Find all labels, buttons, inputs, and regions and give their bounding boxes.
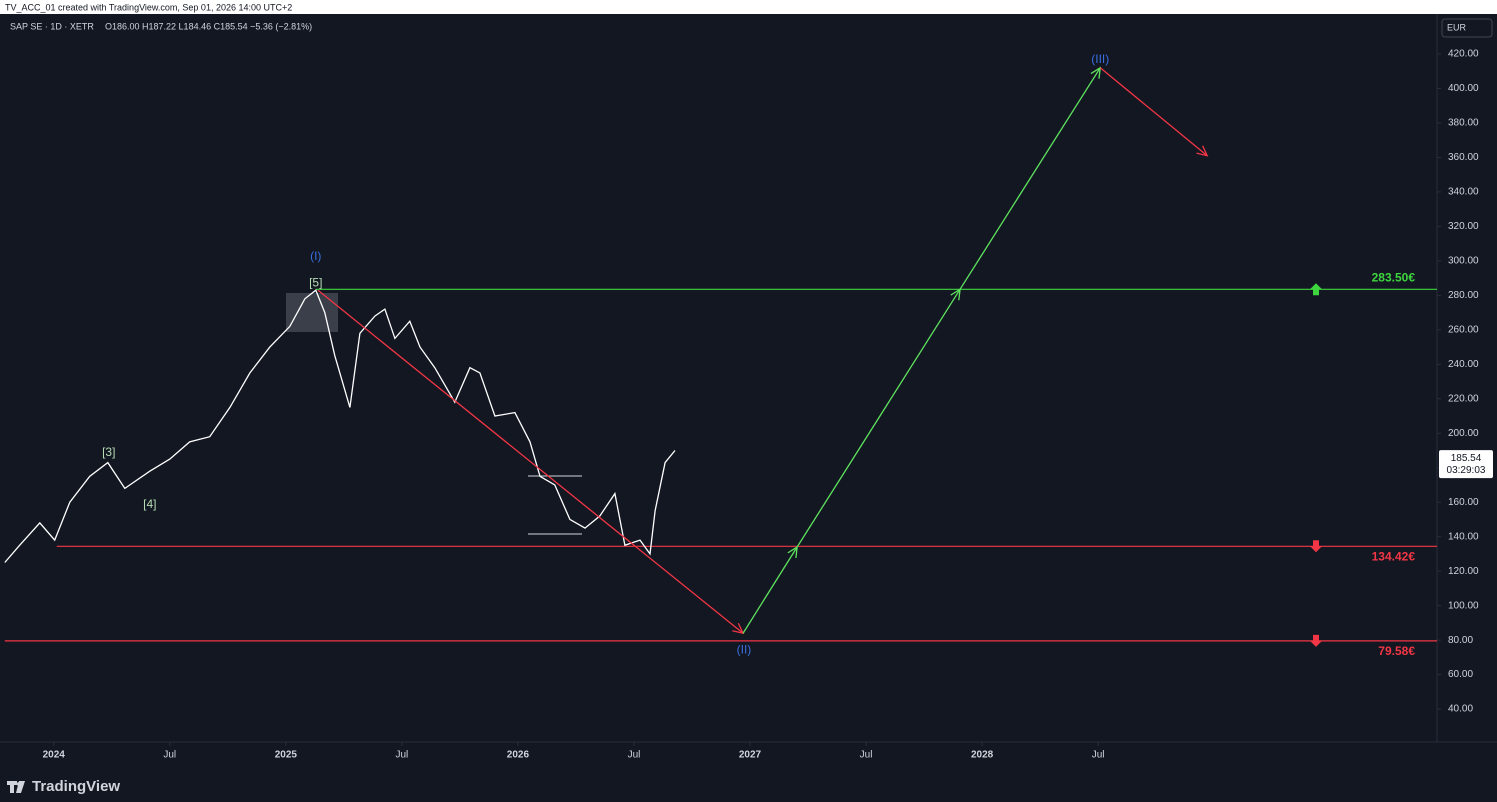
y-tick-label: 120.00: [1448, 566, 1479, 577]
price-tag-value: 185.54: [1451, 453, 1482, 464]
projection-line: [742, 546, 798, 634]
price-tag: [1439, 450, 1493, 479]
arrowhead: [1196, 145, 1209, 157]
y-tick-label: 200.00: [1448, 428, 1479, 439]
projection-segment: [742, 545, 798, 634]
wave-label: [4]: [143, 497, 156, 511]
projection-line: [317, 289, 744, 634]
arrowhead: [787, 545, 798, 559]
y-tick-label: 360.00: [1448, 152, 1479, 163]
wave-label: [5]: [309, 275, 322, 289]
logo: [7, 781, 25, 793]
brand: TradingView: [32, 778, 120, 795]
level-arrow: [1310, 540, 1322, 553]
level-label: 79.58€: [1378, 644, 1415, 658]
level-arrow: [1310, 634, 1322, 647]
wave-label: [3]: [102, 445, 115, 459]
x-tick-label: Jul: [1092, 750, 1105, 761]
x-tick-label: Jul: [628, 750, 641, 761]
currency[interactable]: EUR: [1447, 22, 1467, 32]
projection-line: [959, 67, 1101, 290]
y-tick-label: 260.00: [1448, 324, 1479, 335]
projection-segment: [1099, 67, 1209, 157]
x-tick-label: 2025: [275, 750, 298, 761]
x-tick-label: Jul: [163, 750, 176, 761]
y-tick-label: 140.00: [1448, 531, 1479, 542]
highlight-box: [286, 293, 338, 332]
level-arrow: [1310, 283, 1322, 296]
y-tick-label: 240.00: [1448, 359, 1479, 370]
y-tick-label: 60.00: [1448, 669, 1473, 680]
y-tick-label: 280.00: [1448, 290, 1479, 301]
y-tick-label: 380.00: [1448, 118, 1479, 129]
y-tick-label: 80.00: [1448, 635, 1473, 646]
y-tick-label: 320.00: [1448, 221, 1479, 232]
x-tick-label: 2027: [739, 750, 762, 761]
x-tick-label: Jul: [395, 750, 408, 761]
y-tick-label: 340.00: [1448, 187, 1479, 198]
x-tick-label: Jul: [860, 750, 873, 761]
wave-label: (I): [310, 249, 321, 263]
y-tick-label: 40.00: [1448, 704, 1473, 715]
y-tick-label: 220.00: [1448, 393, 1479, 404]
caption: TV_ACC_01 created with TradingView.com, …: [5, 2, 292, 12]
caption-bar: [0, 0, 1497, 14]
y-tick-label: 300.00: [1448, 256, 1479, 267]
currency-button[interactable]: [1441, 18, 1493, 38]
ohlc: O186.00 H187.22 L184.46 C185.54 −5.36 (−…: [105, 21, 312, 31]
symbol: SAP SE · 1D · XETR: [10, 21, 94, 31]
level-label: 283.50€: [1372, 270, 1416, 284]
x-tick-label: 2024: [43, 750, 66, 761]
price-tag-countdown: 03:29:03: [1447, 465, 1486, 476]
y-tick-label: 100.00: [1448, 600, 1479, 611]
projection-line: [1099, 67, 1208, 157]
price-line: [4, 289, 676, 563]
level-label: 134.42€: [1372, 549, 1416, 563]
arrowhead: [950, 288, 961, 301]
x-tick-label: 2028: [971, 750, 994, 761]
projection-line: [796, 288, 961, 548]
y-tick-label: 160.00: [1448, 497, 1479, 508]
projection-segment: [796, 288, 961, 548]
wave-label: (II): [737, 642, 752, 656]
y-tick-label: 400.00: [1448, 83, 1479, 94]
wave-label: (III): [1091, 52, 1109, 66]
y-tick-label: 420.00: [1448, 49, 1479, 60]
x-tick-label: 2026: [507, 750, 530, 761]
